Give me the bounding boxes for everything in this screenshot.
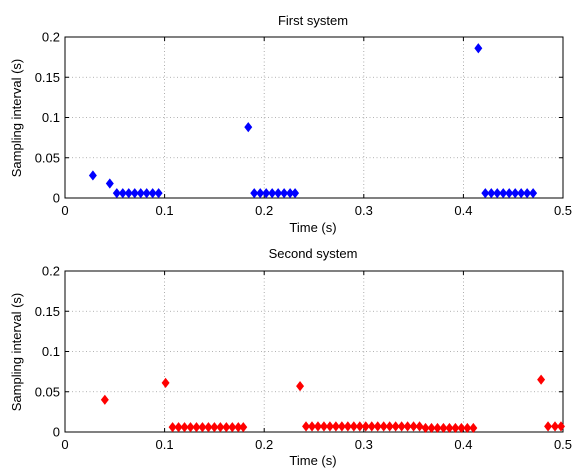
data-point-marker (155, 189, 162, 198)
y-tick-label: 0.15 (35, 304, 60, 319)
data-point-marker (101, 395, 108, 404)
chart-second-system: Second system 0 0.1 0.2 0.3 0.4 0.5 0 0.05 0.1 0.… (9, 246, 572, 468)
x-tick-label: 0.3 (355, 437, 373, 452)
x-axis-label: Time (s) (289, 453, 336, 468)
x-tick-label: 0.1 (156, 203, 174, 218)
data-markers (89, 44, 536, 198)
x-tick-label: 0 (61, 437, 68, 452)
data-point-marker (89, 171, 96, 180)
y-axis-label: Sampling interval (s) (9, 293, 24, 412)
data-point-marker (475, 44, 482, 53)
data-point-marker (544, 422, 551, 431)
data-point-marker (416, 422, 423, 431)
data-point-marker (291, 189, 298, 198)
y-tick-label: 0.2 (42, 264, 60, 279)
x-tick-label: 0 (61, 203, 68, 218)
chart-title: First system (278, 13, 348, 28)
x-axis-label: Time (s) (289, 220, 336, 235)
y-axis-label: Sampling interval (s) (9, 59, 24, 178)
data-markers (101, 375, 564, 433)
grid (65, 37, 563, 198)
y-tick-label: 0.05 (35, 384, 60, 399)
data-point-marker (245, 123, 252, 132)
x-tick-label: 0.5 (554, 437, 572, 452)
grid (65, 271, 563, 432)
data-point-marker (530, 189, 537, 198)
x-tick-label: 0.2 (255, 203, 273, 218)
x-tick-label: 0.3 (355, 203, 373, 218)
y-tick-label: 0.1 (42, 344, 60, 359)
data-point-marker (537, 375, 544, 384)
x-tick-label: 0.1 (156, 437, 174, 452)
chart-first-system: First system 0 0.1 0.2 0.3 0.4 0.5 0 0.05 0.1 0.1… (9, 13, 572, 235)
data-point-marker (296, 382, 303, 391)
y-tick-label: 0.1 (42, 110, 60, 125)
ticks: 0 0.1 0.2 0.3 0.4 0.5 0 0.05 0.1 0.15 0.2 (35, 264, 572, 453)
x-tick-label: 0.4 (454, 203, 472, 218)
data-point-marker (240, 423, 247, 432)
data-point-marker (557, 422, 564, 431)
x-tick-label: 0.2 (255, 437, 273, 452)
x-tick-label: 0.4 (454, 437, 472, 452)
data-point-marker (106, 179, 113, 188)
y-tick-label: 0 (53, 425, 60, 440)
data-point-marker (162, 378, 169, 387)
y-tick-label: 0.05 (35, 150, 60, 165)
x-tick-label: 0.5 (554, 203, 572, 218)
y-tick-label: 0.15 (35, 70, 60, 85)
chart-title: Second system (269, 246, 358, 261)
data-point-marker (470, 423, 477, 432)
y-tick-label: 0.2 (42, 30, 60, 45)
y-tick-label: 0 (53, 191, 60, 206)
